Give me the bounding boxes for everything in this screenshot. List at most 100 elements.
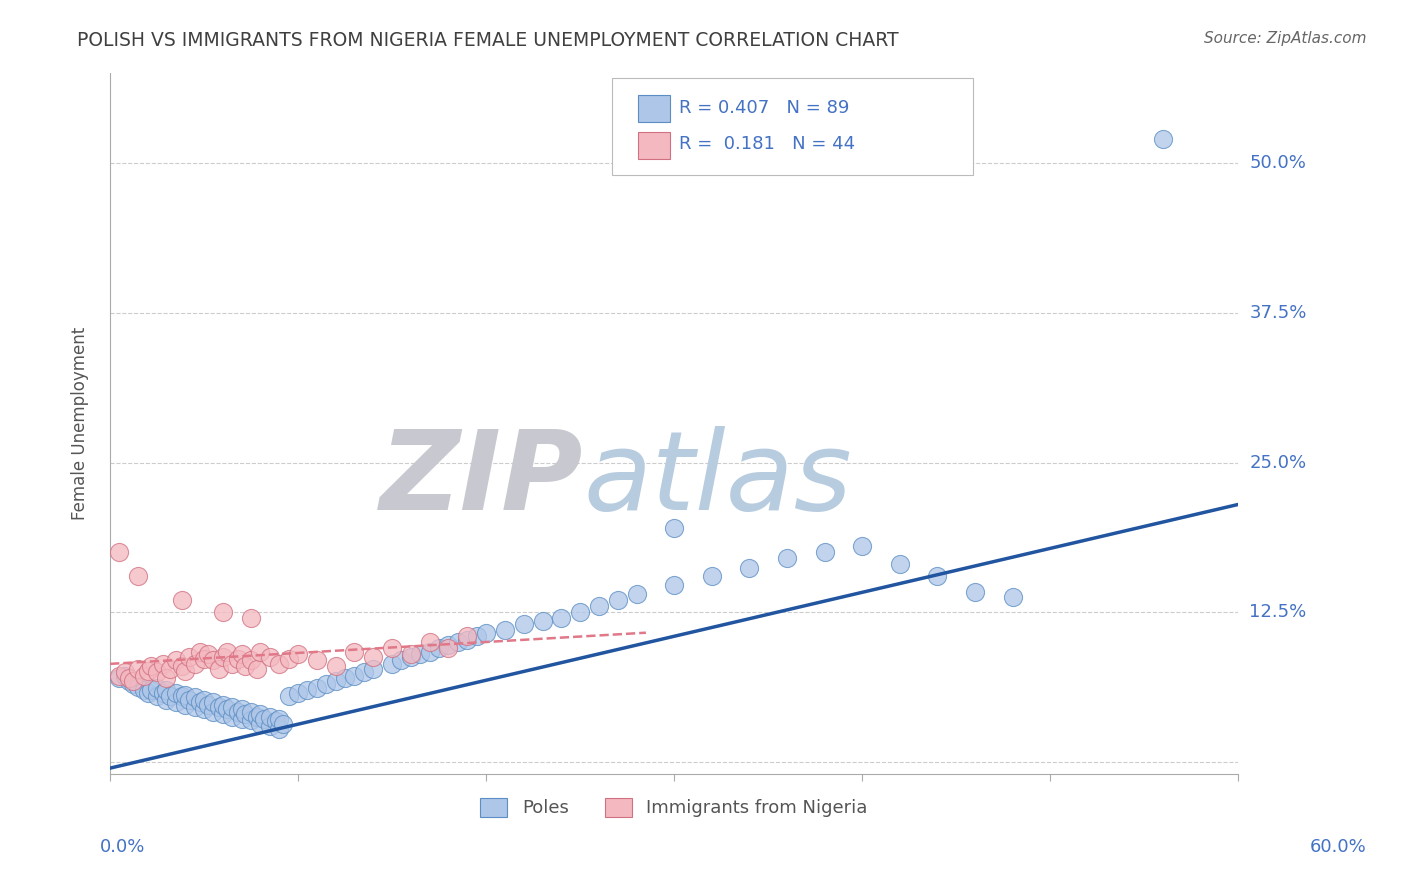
Point [927, 569, 949, 583]
Point [155, 671, 177, 685]
Point [813, 150, 835, 164]
Point [240, 653, 263, 667]
Point [456, 632, 478, 647]
Point [170, 690, 193, 704]
Text: R = 0.407   N = 89: R = 0.407 N = 89 [679, 99, 849, 117]
Point [193, 693, 215, 707]
Point [343, 669, 366, 683]
Point [287, 685, 309, 699]
Point [738, 561, 761, 575]
Point [381, 641, 404, 656]
Point [208, 700, 231, 714]
Point [606, 593, 628, 607]
Point [208, 662, 231, 676]
Point [259, 649, 281, 664]
Point [399, 647, 422, 661]
Point [399, 649, 422, 664]
Text: Source: ZipAtlas.com: Source: ZipAtlas.com [1204, 31, 1367, 46]
Point [325, 673, 347, 688]
Point [127, 662, 149, 676]
Point [197, 698, 219, 712]
Point [183, 657, 205, 671]
Point [626, 587, 648, 601]
Point [569, 605, 592, 619]
Text: ZIP: ZIP [381, 426, 583, 533]
Point [202, 653, 225, 667]
Point [391, 653, 413, 667]
Point [253, 712, 276, 726]
Point [343, 645, 366, 659]
Point [231, 712, 253, 726]
Point [221, 700, 243, 714]
Point [447, 635, 470, 649]
Point [475, 625, 498, 640]
Point [188, 645, 211, 659]
Point [437, 638, 460, 652]
Legend: Poles, Immigrants from Nigeria: Poles, Immigrants from Nigeria [474, 791, 875, 825]
Point [127, 569, 149, 583]
Text: 12.5%: 12.5% [1250, 603, 1306, 622]
Point [202, 705, 225, 719]
Point [136, 685, 159, 699]
Point [305, 681, 328, 695]
Point [361, 649, 384, 664]
Point [177, 693, 200, 707]
Point [165, 685, 187, 699]
Point [146, 690, 169, 704]
Point [427, 641, 450, 656]
Point [235, 707, 257, 722]
Point [193, 652, 215, 666]
Point [159, 690, 181, 704]
Point [700, 569, 723, 583]
Point [188, 695, 211, 709]
Y-axis label: Female Unemployment: Female Unemployment [72, 327, 89, 520]
Point [531, 614, 554, 628]
Point [277, 652, 299, 666]
Point [132, 669, 155, 683]
Point [249, 645, 271, 659]
Point [851, 540, 873, 554]
Point [121, 673, 143, 688]
Point [212, 605, 235, 619]
Point [240, 611, 263, 625]
Point [259, 709, 281, 723]
Point [315, 677, 337, 691]
Point [183, 690, 205, 705]
Point [662, 521, 685, 535]
Point [226, 652, 249, 666]
Text: R =  0.181   N = 44: R = 0.181 N = 44 [679, 136, 855, 153]
Point [662, 578, 685, 592]
Point [235, 659, 257, 673]
Point [259, 719, 281, 733]
Point [419, 635, 441, 649]
Point [1152, 132, 1174, 146]
FancyBboxPatch shape [612, 78, 973, 175]
Point [269, 712, 291, 726]
Point [114, 669, 136, 683]
Point [127, 680, 149, 694]
Text: 0.0%: 0.0% [100, 838, 145, 855]
Point [419, 645, 441, 659]
Point [588, 599, 610, 614]
FancyBboxPatch shape [638, 95, 669, 122]
Point [231, 647, 253, 661]
Point [240, 713, 263, 727]
Point [174, 664, 197, 678]
Point [361, 662, 384, 676]
Point [437, 641, 460, 656]
Point [231, 702, 253, 716]
Point [118, 671, 141, 685]
Point [177, 649, 200, 664]
Point [813, 545, 835, 559]
Point [550, 611, 572, 625]
Point [193, 702, 215, 716]
Text: 50.0%: 50.0% [1250, 154, 1306, 172]
Text: atlas: atlas [583, 426, 852, 533]
Text: 37.5%: 37.5% [1250, 303, 1306, 322]
Point [465, 629, 488, 643]
Text: POLISH VS IMMIGRANTS FROM NIGERIA FEMALE UNEMPLOYMENT CORRELATION CHART: POLISH VS IMMIGRANTS FROM NIGERIA FEMALE… [77, 31, 898, 50]
Point [197, 647, 219, 661]
Point [159, 662, 181, 676]
Point [121, 677, 143, 691]
Point [287, 647, 309, 661]
